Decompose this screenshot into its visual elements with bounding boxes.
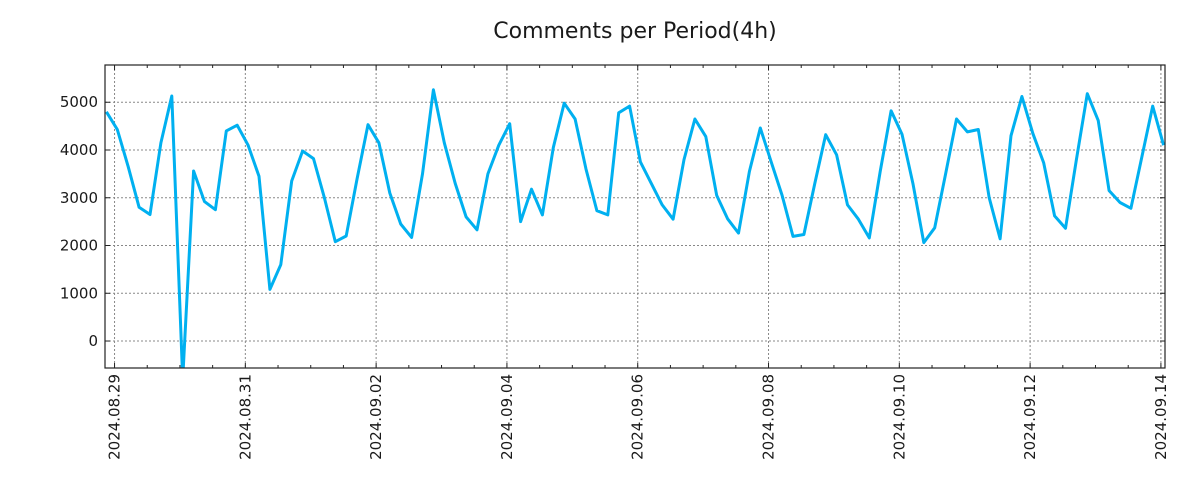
x-tick-label: 2024.09.14 <box>1152 374 1170 460</box>
x-tick-label: 2024.09.08 <box>760 374 778 460</box>
x-tick-label: 2024.09.12 <box>1021 374 1039 460</box>
y-tick-label: 3000 <box>60 189 98 207</box>
x-tick-label: 2024.09.10 <box>890 374 908 460</box>
x-tick-label: 2024.09.02 <box>367 374 385 460</box>
y-tick-label: 5000 <box>60 93 98 111</box>
y-tick-label: 1000 <box>60 284 98 302</box>
x-tick-label: 2024.08.31 <box>236 374 254 460</box>
axis-ticks: 0 1000 2000 3000 4000 5000 2024.08.29 2024.08.3… <box>60 65 1170 460</box>
x-tick-label: 2024.09.06 <box>629 374 647 460</box>
series-line <box>105 88 1165 368</box>
x-tick-label: 2024.09.04 <box>498 374 516 460</box>
grid <box>105 65 1165 368</box>
chart-title: Comments per Period(4h) <box>493 19 777 44</box>
x-tick-label: 2024.08.29 <box>106 374 124 460</box>
y-tick-label: 4000 <box>60 141 98 159</box>
y-tick-label: 2000 <box>60 237 98 255</box>
y-tick-label: 0 <box>88 332 98 350</box>
plot-frame <box>104 64 1166 369</box>
